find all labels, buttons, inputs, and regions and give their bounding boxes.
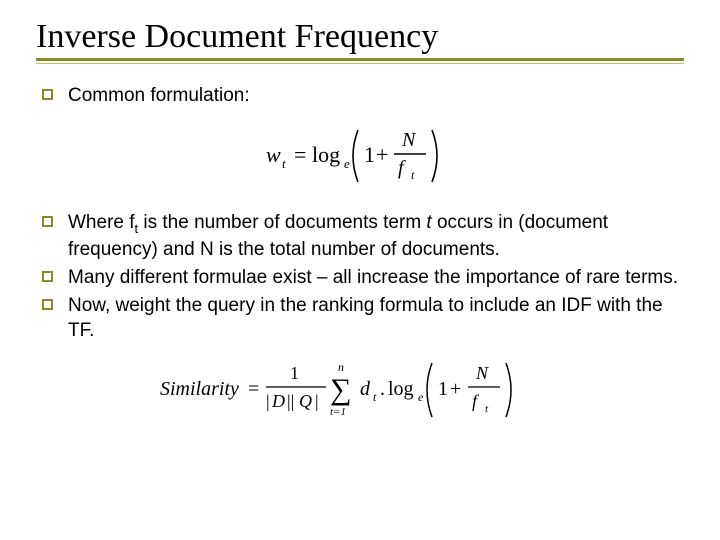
- list-item: Many different formulae exist – all incr…: [42, 266, 684, 290]
- slide-container: Inverse Document Frequency Common formul…: [0, 0, 720, 466]
- svg-text:N: N: [401, 129, 417, 151]
- equation-svg: Similarity = 1 | D || Q | n ∑ t=1 d t . …: [160, 357, 560, 423]
- svg-text:e: e: [418, 390, 424, 404]
- list-item: Where ft is the number of documents term…: [42, 211, 684, 262]
- svg-text:∑: ∑: [330, 373, 351, 406]
- svg-text:||: ||: [287, 391, 294, 411]
- svg-text:d: d: [360, 378, 371, 400]
- svg-text:n: n: [338, 360, 344, 374]
- bullet-list-2: Where ft is the number of documents term…: [36, 211, 684, 343]
- svg-text:1: 1: [290, 363, 299, 383]
- page-title: Inverse Document Frequency: [36, 18, 684, 56]
- svg-text:+: +: [450, 378, 461, 400]
- svg-text:Similarity: Similarity: [160, 378, 239, 400]
- bullet-icon: [42, 216, 53, 227]
- list-item: Common formulation:: [42, 84, 684, 108]
- equation-svg: w t = log e 1 + N f t: [260, 124, 460, 188]
- svg-text:N: N: [475, 363, 489, 383]
- svg-text:.: .: [380, 378, 385, 400]
- svg-text:1: 1: [438, 378, 448, 400]
- svg-text:=: =: [248, 378, 259, 400]
- text-fragment: is the number of documents term: [138, 212, 426, 233]
- svg-text:=: =: [294, 142, 306, 167]
- svg-text:e: e: [344, 156, 350, 171]
- bullet-text: Now, weight the query in the ranking for…: [68, 295, 663, 340]
- formula-1: w t = log e 1 + N f t: [36, 124, 684, 193]
- bullet-text: Where ft is the number of documents term…: [68, 212, 608, 259]
- svg-text:t: t: [282, 156, 286, 171]
- svg-text:Q: Q: [299, 391, 312, 411]
- bullet-icon: [42, 271, 53, 282]
- svg-text:f: f: [472, 391, 480, 411]
- svg-text:log: log: [388, 378, 414, 400]
- list-item: Now, weight the query in the ranking for…: [42, 294, 684, 343]
- bullet-text: Common formulation:: [68, 85, 250, 106]
- bullet-icon: [42, 89, 53, 100]
- svg-text:f: f: [398, 157, 406, 179]
- svg-text:|: |: [266, 391, 270, 411]
- svg-text:t: t: [485, 403, 489, 415]
- svg-text:t=1: t=1: [330, 406, 346, 418]
- svg-text:+: +: [376, 142, 388, 167]
- text-fragment: Where f: [68, 212, 135, 233]
- title-underline: [36, 58, 684, 64]
- bullet-icon: [42, 299, 53, 310]
- svg-text:t: t: [411, 168, 415, 182]
- bullet-list: Common formulation:: [36, 84, 684, 108]
- svg-text:D: D: [271, 391, 285, 411]
- svg-text:log: log: [312, 142, 340, 167]
- svg-text:t: t: [373, 390, 377, 404]
- svg-text:|: |: [315, 391, 319, 411]
- svg-text:w: w: [266, 142, 281, 167]
- formula-2: Similarity = 1 | D || Q | n ∑ t=1 d t . …: [36, 357, 684, 428]
- underline-thin: [36, 63, 684, 64]
- svg-text:1: 1: [364, 142, 375, 167]
- underline-thick: [36, 58, 684, 61]
- bullet-text: Many different formulae exist – all incr…: [68, 267, 678, 288]
